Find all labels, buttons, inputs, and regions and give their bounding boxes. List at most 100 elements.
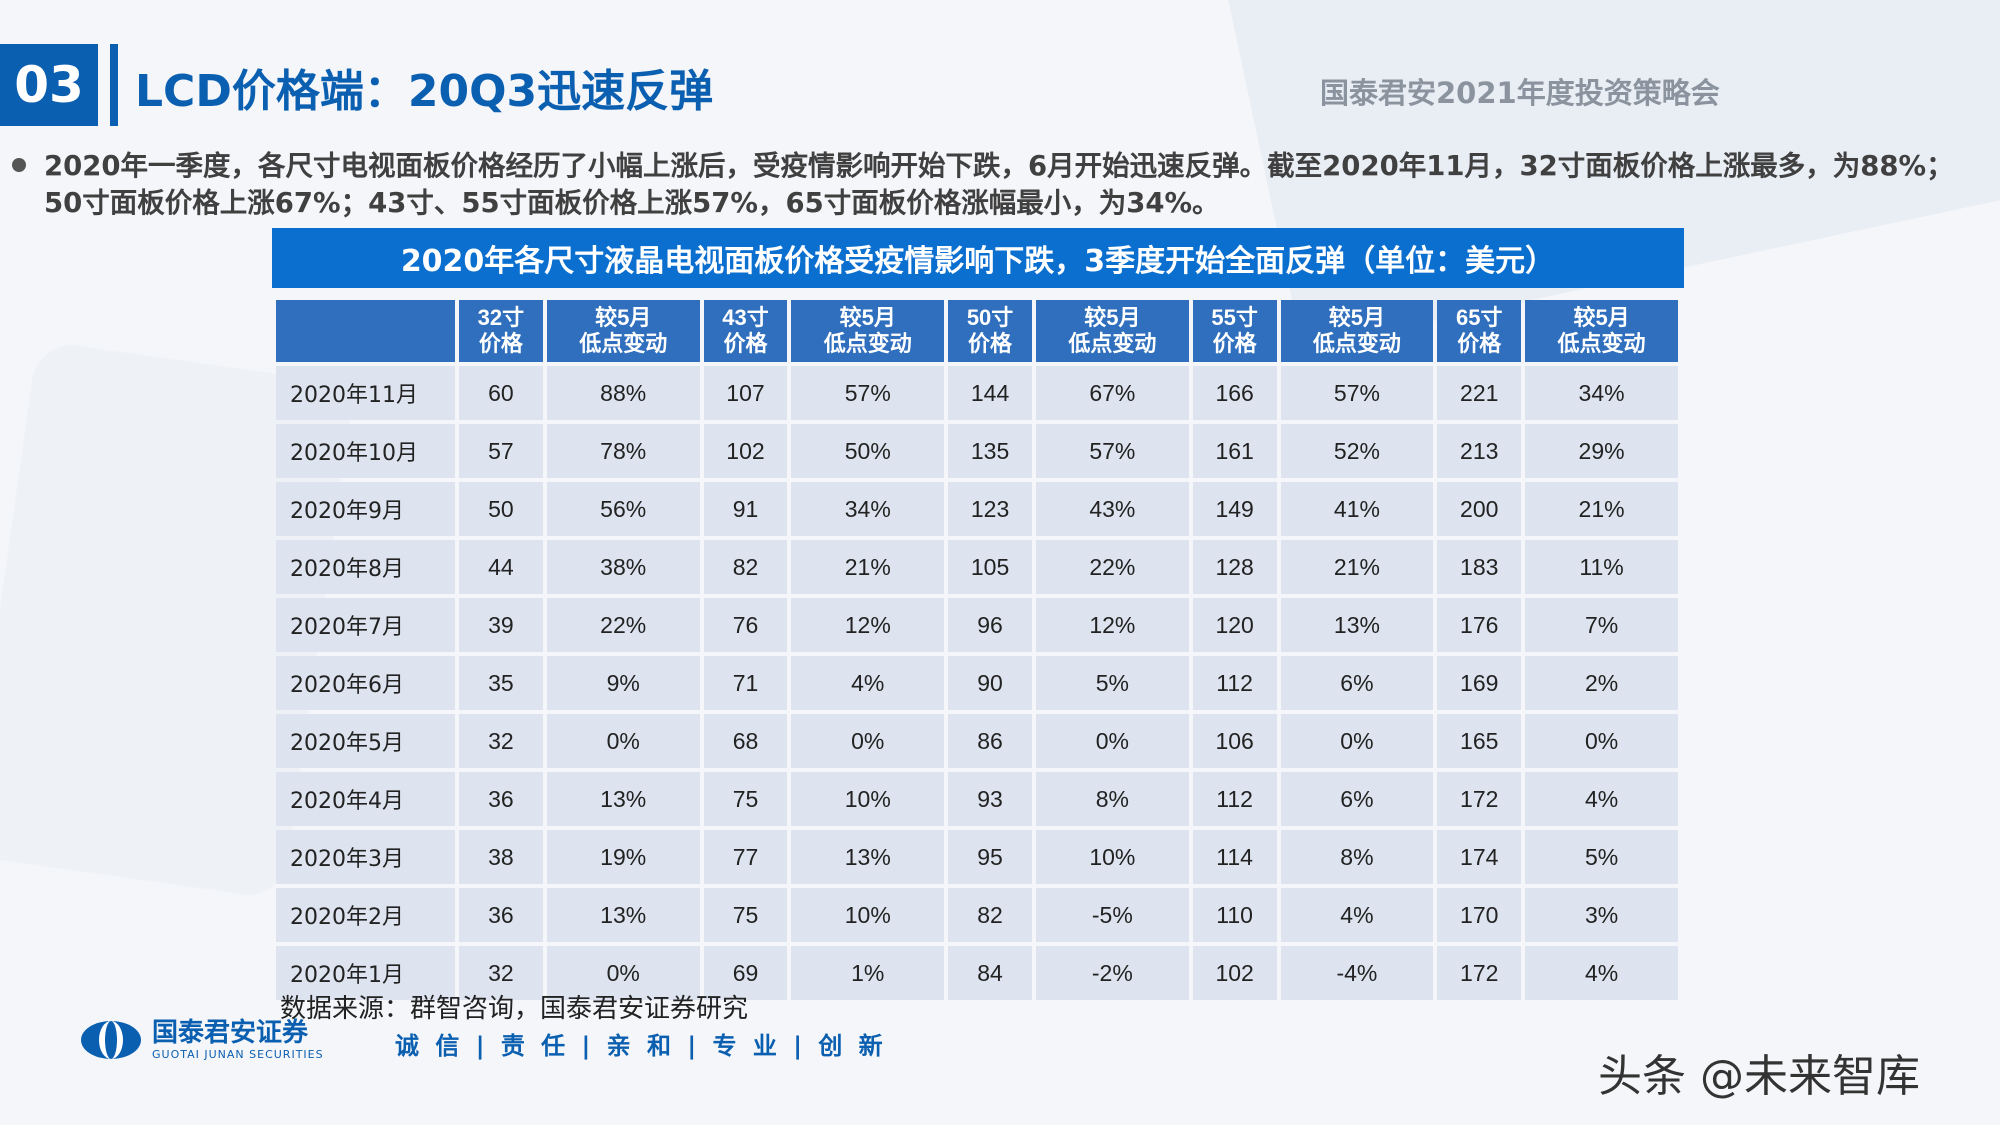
table-cell: 4% <box>1525 946 1678 1000</box>
table-cell: 11% <box>1525 540 1678 594</box>
table-cell: -4% <box>1280 946 1434 1000</box>
column-header: 55寸 价格 <box>1192 300 1277 362</box>
table-cell: 107 <box>703 366 788 420</box>
table-cell: 13% <box>546 772 700 826</box>
table-cell: 38% <box>546 540 700 594</box>
column-header-line2: 价格 <box>723 331 768 356</box>
bullet-dot-icon <box>12 158 26 172</box>
table-cell: 13% <box>1280 598 1434 652</box>
table-cell: 4% <box>1280 888 1434 942</box>
table-cell: 68 <box>703 714 788 768</box>
row-label: 2020年10月 <box>276 424 455 478</box>
table-row: 2020年8月 44 38% 82 21% 105 22% 128 21% 183 11% <box>276 540 1678 594</box>
table-cell: 82 <box>703 540 788 594</box>
column-header-line2: 低点变动 <box>1557 331 1646 356</box>
column-header-line2: 价格 <box>1457 331 1502 356</box>
column-header-line2: 低点变动 <box>823 331 912 356</box>
watermark-text: 头条 @未来智库 <box>1598 1051 1920 1102</box>
table-body: 2020年11月 60 88% 107 57% 144 67% 166 57% 221 34% 202… <box>276 366 1678 1000</box>
table-cell: 67% <box>1035 366 1189 420</box>
table-cell: 0% <box>1525 714 1678 768</box>
table-cell: 96 <box>948 598 1032 652</box>
table-cell: 172 <box>1437 946 1522 1000</box>
table-cell: 56% <box>546 482 700 536</box>
table-cell: 77 <box>703 830 788 884</box>
row-label: 2020年7月 <box>276 598 455 652</box>
table-cell: 102 <box>703 424 788 478</box>
table-cell: 76 <box>703 598 788 652</box>
table-cell: 93 <box>948 772 1032 826</box>
table-cell: 50% <box>791 424 945 478</box>
table-cell: 7% <box>1525 598 1678 652</box>
table-cell: 200 <box>1437 482 1522 536</box>
table-cell: 57% <box>1280 366 1434 420</box>
table-cell: 57 <box>459 424 543 478</box>
table-cell: 4% <box>1525 772 1678 826</box>
table-cell: 75 <box>703 888 788 942</box>
logo-cn-text: 国泰君安证券 <box>152 1018 309 1048</box>
table-cell: 82 <box>948 888 1032 942</box>
table-cell: 6% <box>1280 772 1434 826</box>
logo-en-text: GUOTAI JUNAN SECURITIES <box>152 1048 324 1061</box>
table-cell: 41% <box>1280 482 1434 536</box>
table-cell: -2% <box>1035 946 1189 1000</box>
row-label: 2020年2月 <box>276 888 455 942</box>
table-cell: 13% <box>791 830 945 884</box>
table-cell: 128 <box>1192 540 1277 594</box>
table-cell: 12% <box>1035 598 1189 652</box>
table-cell: 34% <box>1525 366 1678 420</box>
table-cell: 0% <box>791 714 945 768</box>
table-cell: 114 <box>1192 830 1277 884</box>
page-title: LCD价格端：20Q3迅速反弹 <box>135 66 714 117</box>
table-cell: 44 <box>459 540 543 594</box>
table-cell: 5% <box>1525 830 1678 884</box>
column-header-line2: 价格 <box>968 331 1013 356</box>
table-cell: 10% <box>791 888 945 942</box>
table-cell: 29% <box>1525 424 1678 478</box>
table-cell: 123 <box>948 482 1032 536</box>
table-cell: 135 <box>948 424 1032 478</box>
table-cell: 166 <box>1192 366 1277 420</box>
table-cell: 169 <box>1437 656 1522 710</box>
table-row: 2020年9月 50 56% 91 34% 123 43% 149 41% 200 21% <box>276 482 1678 536</box>
event-title: 国泰君安2021年度投资策略会 <box>1320 76 1720 110</box>
column-header-line1: 50寸 <box>966 305 1014 330</box>
table-cell: 10% <box>791 772 945 826</box>
row-label: 2020年4月 <box>276 772 455 826</box>
table-cell: 2% <box>1525 656 1678 710</box>
table-cell: 165 <box>1437 714 1522 768</box>
column-header-line1: 43寸 <box>722 305 769 330</box>
table-cell: 161 <box>1192 424 1277 478</box>
table-cell: 149 <box>1192 482 1277 536</box>
table-cell: 21% <box>791 540 945 594</box>
table-cell: 0% <box>1280 714 1434 768</box>
table-cell: 69 <box>703 946 788 1000</box>
table-cell: 91 <box>703 482 788 536</box>
table-cell: 32 <box>459 714 543 768</box>
table-caption: 2020年各尺寸液晶电视面板价格受疫情影响下跌，3季度开始全面反弹（单位：美元） <box>272 228 1684 288</box>
column-header: 50寸 价格 <box>948 300 1032 362</box>
table-cell: 60 <box>459 366 543 420</box>
company-motto: 诚 信 | 责 任 | 亲 和 | 专 业 | 创 新 <box>395 1032 887 1060</box>
table-cell: -5% <box>1035 888 1189 942</box>
table-cell: 172 <box>1437 772 1522 826</box>
company-logo: 国泰君安证券 GUOTAI JUNAN SECURITIES <box>80 1018 324 1061</box>
table-row: 2020年6月 35 9% 71 4% 90 5% 112 6% 169 2% <box>276 656 1678 710</box>
table-cell: 183 <box>1437 540 1522 594</box>
table-cell: 13% <box>546 888 700 942</box>
row-label: 2020年3月 <box>276 830 455 884</box>
table-cell: 174 <box>1437 830 1522 884</box>
table-cell: 144 <box>948 366 1032 420</box>
column-header: 65寸 价格 <box>1437 300 1522 362</box>
table-cell: 112 <box>1192 656 1277 710</box>
column-header-line1: 65寸 <box>1455 305 1503 330</box>
column-header-line2: 低点变动 <box>579 331 668 356</box>
row-label: 2020年5月 <box>276 714 455 768</box>
table-cell: 50 <box>459 482 543 536</box>
table-row: 2020年3月 38 19% 77 13% 95 10% 114 8% 174 5% <box>276 830 1678 884</box>
row-label: 2020年9月 <box>276 482 455 536</box>
table-row: 2020年7月 39 22% 76 12% 96 12% 120 13% 176 7% <box>276 598 1678 652</box>
table-cell: 4% <box>791 656 945 710</box>
table-cell: 75 <box>703 772 788 826</box>
table-cell: 110 <box>1192 888 1277 942</box>
